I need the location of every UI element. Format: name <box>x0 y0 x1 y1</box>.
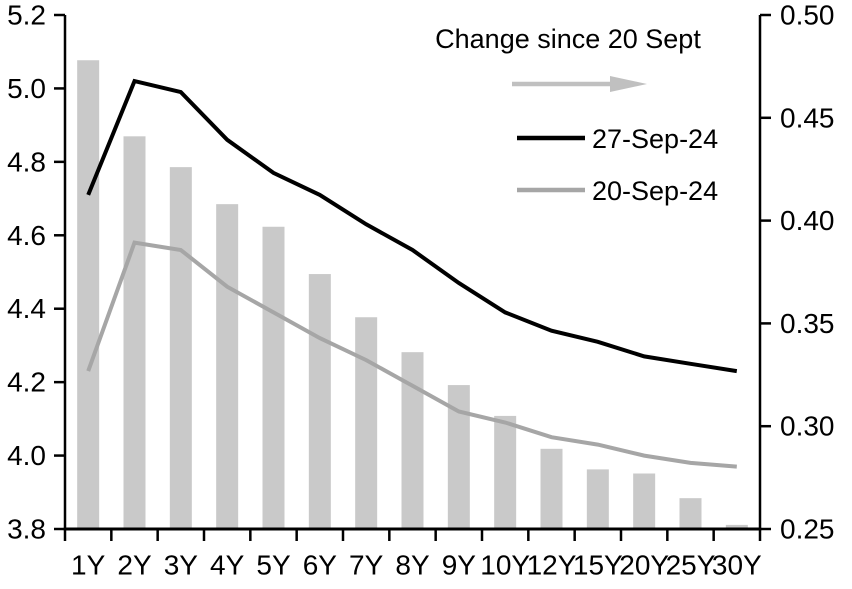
x-axis-label-30Y: 30Y <box>712 550 762 581</box>
legend: Change since 20 Sept 27-Sep-24 20-Sep-24 <box>435 24 718 206</box>
x-axis-label-9Y: 9Y <box>442 550 477 581</box>
change-arrow-icon <box>512 76 647 92</box>
legend-arrow-label: Change since 20 Sept <box>435 24 701 54</box>
bar-30Y <box>725 524 748 529</box>
legend-label-20-sep: 20-Sep-24 <box>592 176 718 206</box>
left-axis-tick-label: 4.2 <box>7 367 46 398</box>
x-axis-label-4Y: 4Y <box>210 550 245 581</box>
right-axis-tick-label: 0.40 <box>780 205 835 236</box>
x-axis-label-15Y: 15Y <box>573 550 623 581</box>
right-axis-tick-label: 0.35 <box>780 308 835 339</box>
change-arrow-head <box>610 76 647 92</box>
right-axis-tick-label: 0.50 <box>780 0 835 31</box>
legend-label-27-sep: 27-Sep-24 <box>592 124 718 154</box>
legend-entry-20-sep: 20-Sep-24 <box>517 176 718 206</box>
x-axis-label-10Y: 10Y <box>480 550 530 581</box>
x-axis-label-8Y: 8Y <box>395 550 430 581</box>
bar-25Y <box>679 498 702 529</box>
left-axis-tick-label: 3.8 <box>7 514 46 545</box>
bar-10Y <box>494 415 517 529</box>
bar-9Y <box>447 385 470 529</box>
x-axis-label-6Y: 6Y <box>303 550 338 581</box>
bar-15Y <box>586 469 609 529</box>
left-axis-tick-label: 4.0 <box>7 440 46 471</box>
bar-2Y <box>123 136 146 529</box>
bar-3Y <box>169 167 192 530</box>
bar-7Y <box>355 317 378 529</box>
left-axis-tick-label: 4.6 <box>7 220 46 251</box>
right-axis-tick-label: 0.30 <box>780 411 835 442</box>
left-axis-tick-label: 5.0 <box>7 73 46 104</box>
plot-area: 5.2 5.0 4.8 4.6 4.4 4.2 4.0 3.8 0.50 0.45 0.40 0.35… <box>7 0 834 581</box>
bar-20Y <box>633 473 656 529</box>
x-axis-label-3Y: 3Y <box>164 550 199 581</box>
x-axis-label-5Y: 5Y <box>256 550 291 581</box>
x-axis-label-7Y: 7Y <box>349 550 384 581</box>
bar-5Y <box>262 226 285 529</box>
x-axis-label-2Y: 2Y <box>117 550 152 581</box>
left-axis-tick-label: 4.8 <box>7 146 46 177</box>
left-axis-tick-label: 5.2 <box>7 0 46 31</box>
x-axis-label-12Y: 12Y <box>527 550 577 581</box>
right-axis-tick-label: 0.45 <box>780 102 835 133</box>
x-axis-label-1Y: 1Y <box>71 550 106 581</box>
right-axis-tick-label: 0.25 <box>780 514 835 545</box>
bar-4Y <box>216 204 239 530</box>
bar-1Y <box>77 60 100 530</box>
x-axis-label-20Y: 20Y <box>619 550 669 581</box>
legend-entry-27-sep: 27-Sep-24 <box>517 124 718 154</box>
x-axis-label-25Y: 25Y <box>666 550 716 581</box>
series-line-20-sep-24 <box>86 240 737 469</box>
bar-6Y <box>308 274 331 529</box>
bar-12Y <box>540 448 563 529</box>
bar-8Y <box>401 352 424 529</box>
series-line-27-sep-24 <box>86 78 738 374</box>
left-axis-tick-label: 4.4 <box>7 293 46 324</box>
